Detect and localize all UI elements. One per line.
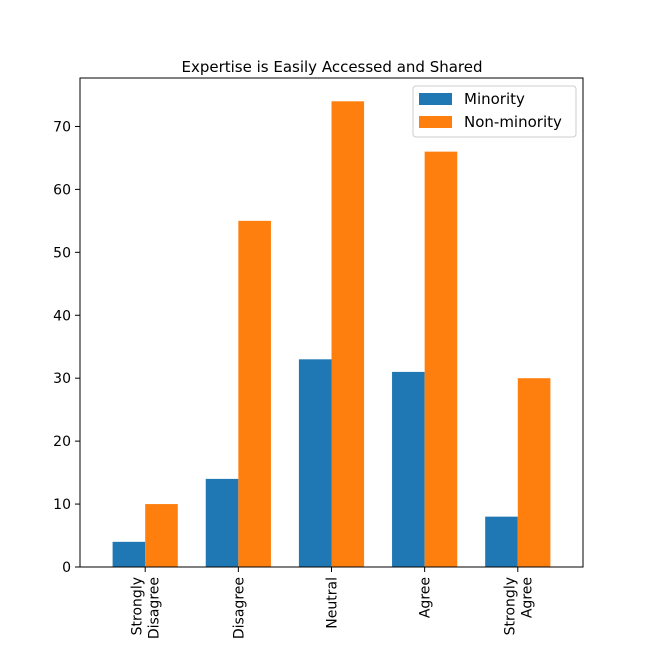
y-tick-label: 30 [53,371,71,387]
legend-label: Non-minority [464,113,562,131]
axes-layer: 0 10 20 30 40 50 60 70 StronglyDisagree Disagree N… [53,77,584,639]
legend-label: Minority [464,90,525,108]
bar-minority-2 [298,359,332,567]
y-tick-label: 50 [53,245,71,261]
y-tick-label: 60 [53,182,71,198]
legend-swatch-non-minority [419,116,452,128]
y-tick-label: 20 [53,434,71,450]
y-tick-label: 10 [53,497,71,513]
bar-minority-1 [205,478,239,567]
bar-non-minority-0 [145,504,178,567]
legend-swatch-minority [419,93,452,105]
bar-non-minority-3 [424,151,458,567]
x-tick-label: Disagree [231,577,247,639]
legend: Minority Non-minority [412,85,577,138]
bar-non-minority-2 [331,101,365,567]
legend-box [412,85,577,138]
bar-non-minority-4 [517,378,551,567]
y-tick-label: 0 [62,560,71,576]
x-tick-label: Agree [418,577,434,618]
bars-layer [112,101,551,568]
bar-non-minority-1 [238,220,271,568]
bar-minority-4 [485,516,518,567]
chart-title: Expertise is Easily Accessed and Shared [181,58,482,76]
x-tick-label: StronglyDisagree [130,577,163,639]
y-tick-label: 70 [53,119,71,135]
x-tick-label: Neutral [325,577,341,629]
y-tick-label: 40 [53,308,71,324]
bar-minority-0 [112,541,146,567]
x-tick-label: StronglyAgree [502,577,535,635]
bar-minority-3 [392,371,425,567]
